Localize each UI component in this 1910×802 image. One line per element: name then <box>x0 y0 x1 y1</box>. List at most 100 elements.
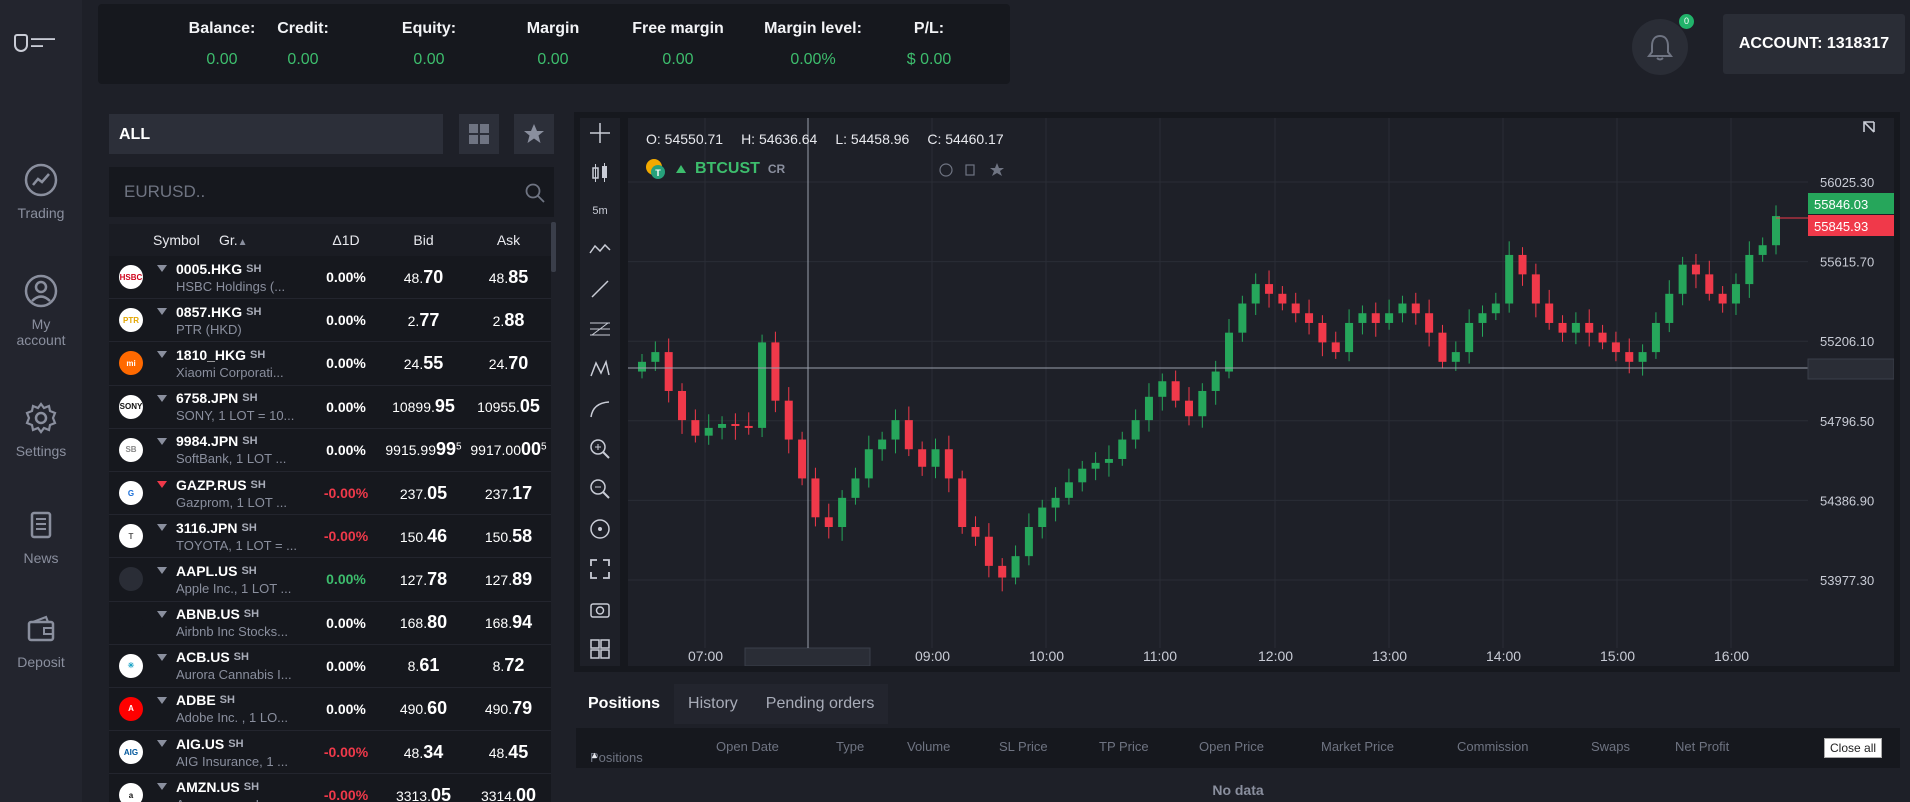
ask-price[interactable]: 3314.00 <box>466 785 551 802</box>
col-net-profit[interactable]: Net Profit <box>1675 739 1730 754</box>
ask-price[interactable]: 237.17 <box>466 483 551 504</box>
bid-price[interactable]: 10899.95 <box>381 396 466 417</box>
watchlist-row[interactable]: G GAZP.RUS SH Gazprom, 1 LOT ... -0.00% 237.0… <box>109 472 551 516</box>
nav-my-account[interactable]: My account <box>0 274 82 348</box>
bid-price[interactable]: 237.05 <box>381 483 466 504</box>
ask-price[interactable]: 490.79 <box>466 698 551 719</box>
curve-tool[interactable] <box>580 394 620 424</box>
notifications-button[interactable] <box>1632 19 1688 75</box>
ask-price[interactable]: 10955.05 <box>466 396 551 417</box>
candle-body <box>1758 245 1767 255</box>
col-swaps[interactable]: Swaps <box>1591 739 1631 754</box>
ask-price[interactable]: 24.70 <box>466 353 551 374</box>
grid-view-button[interactable] <box>459 114 499 154</box>
change-1d: -0.00% <box>323 528 369 545</box>
search-icon[interactable] <box>525 183 545 203</box>
tab-pending-orders[interactable]: Pending orders <box>765 695 875 712</box>
close-all-button[interactable]: Close all <box>1824 738 1883 758</box>
candle-body <box>1318 322 1327 343</box>
col-commission[interactable]: Commission <box>1457 739 1529 754</box>
star-small-icon[interactable] <box>990 163 1004 176</box>
account-button[interactable]: ACCOUNT: 1318317 <box>1723 14 1905 74</box>
bid-price[interactable]: 3313.05 <box>381 785 466 802</box>
col-tp-price[interactable]: TP Price <box>1099 739 1149 754</box>
ask-price[interactable]: 2.88 <box>466 310 551 331</box>
bid-price[interactable]: 48.70 <box>381 267 466 288</box>
col-volume[interactable]: Volume <box>907 739 951 754</box>
col-group[interactable]: Gr.▲ <box>219 232 311 248</box>
crosshair-tool[interactable] <box>580 118 620 148</box>
ask-price[interactable]: 168.94 <box>466 612 551 633</box>
zoom-out-tool[interactable] <box>580 474 620 504</box>
bid-price[interactable]: 24.55 <box>381 353 466 374</box>
indicator-tool[interactable] <box>580 234 620 264</box>
screenshot-tool[interactable] <box>580 594 620 624</box>
magnet-tool[interactable] <box>580 514 620 544</box>
nav-trading[interactable]: Trading <box>0 163 82 221</box>
candle-body <box>1118 439 1127 459</box>
candles-tool[interactable] <box>580 158 620 188</box>
trendline-tool[interactable] <box>580 274 620 304</box>
symbol-title: AAPL.US SH <box>157 563 311 579</box>
watchlist-row[interactable]: SB 9984.JPN SH SoftBank, 1 LOT ... 0.00% 9915… <box>109 429 551 472</box>
ask-price[interactable]: 9917.00005 <box>466 439 551 460</box>
watchlist-row[interactable]: mi 1810_HKG SH Xiaomi Corporati... 0.00% 24.5… <box>109 342 551 386</box>
bid-price[interactable]: 9915.99995 <box>381 439 466 460</box>
col-type[interactable]: Type <box>836 739 865 754</box>
price-chart[interactable]: 56025.30 55615.70 55206.10 54796.50 54386.90… <box>628 118 1895 667</box>
bid-price[interactable]: 490.60 <box>381 698 466 719</box>
watchlist-row[interactable]: T 3116.JPN SH TOYOTA, 1 LOT = ... -0.00% 150.… <box>109 515 551 559</box>
nav-settings[interactable]: Settings <box>0 401 82 459</box>
symbol-title: 9984.JPN SH <box>157 433 311 449</box>
fullscreen-tool[interactable] <box>580 554 620 584</box>
ask-price[interactable]: 8.72 <box>466 655 551 676</box>
symbol-search-input[interactable] <box>109 167 509 217</box>
fib-tool[interactable] <box>580 314 620 344</box>
col-open-date[interactable]: Open Date <box>716 739 779 754</box>
nav-deposit[interactable]: Deposit <box>0 612 82 670</box>
favorites-button[interactable] <box>514 114 554 154</box>
watchlist-row[interactable]: A ADBE SH Adobe Inc. , 1 LO... 0.00% 490.60 49… <box>109 688 551 732</box>
ask-price[interactable]: 150.58 <box>466 526 551 547</box>
layout-tool[interactable] <box>580 634 620 664</box>
col-symbol[interactable]: Symbol <box>153 232 200 248</box>
bid-price[interactable]: 8.61 <box>381 655 466 676</box>
watchlist-row[interactable]: HSBC 0005.HKG SH HSBC Holdings (... 0.00% 48.… <box>109 256 551 300</box>
tab-positions[interactable]: Positions <box>574 684 675 724</box>
zoom-in-tool[interactable] <box>580 434 620 464</box>
candles-small-icon[interactable] <box>965 164 975 176</box>
bid-price[interactable]: 48.34 <box>381 742 466 763</box>
candle-body <box>1238 303 1247 333</box>
info-icon[interactable] <box>939 163 953 177</box>
timeframe-button[interactable]: 5m <box>592 205 608 217</box>
expand-chart-icon[interactable] <box>1863 121 1875 133</box>
watchlist-row[interactable]: AAPL.US SH Apple Inc., 1 LOT ... 0.00% 127.7… <box>109 558 551 602</box>
col-sl-price[interactable]: SL Price <box>999 739 1048 754</box>
candlestick-chart[interactable]: 56025.30 55615.70 55206.10 54796.50 54386.90… <box>628 118 1895 667</box>
col-ask[interactable]: Ask <box>496 232 521 248</box>
ask-price[interactable]: 127.89 <box>466 569 551 590</box>
ask-price[interactable]: 48.45 <box>466 742 551 763</box>
col-bid[interactable]: Bid <box>413 232 434 248</box>
watchlist-scrollbar[interactable] <box>551 222 556 272</box>
bid-price[interactable]: 2.77 <box>381 310 466 331</box>
watchlist-row[interactable]: SONY 6758.JPN SH SONY, 1 LOT = 10... 0.00% 10… <box>109 386 551 429</box>
bid-price[interactable]: 168.80 <box>381 612 466 633</box>
watchlist-row[interactable]: ABNB.US SH Airbnb Inc Stocks... 0.00% 168.80… <box>109 602 551 645</box>
watchlist-row[interactable]: AIG AIG.US SH AIG Insurance, 1 ... -0.00% 48.… <box>109 731 551 775</box>
tab-history[interactable]: History <box>688 695 738 712</box>
bid-price[interactable]: 127.78 <box>381 569 466 590</box>
chart-toolbar: 5m <box>580 118 620 666</box>
watchlist-row[interactable]: PTR 0857.HKG SH PTR (HKD) 0.00% 2.77 2.88 <box>109 299 551 343</box>
ask-price[interactable]: 48.85 <box>466 267 551 288</box>
nav-news[interactable]: News <box>0 508 82 566</box>
watchlist-row[interactable]: ✳ ACB.US SH Aurora Cannabis I... 0.00% 8.61 8.… <box>109 645 551 688</box>
col-market-price[interactable]: Market Price <box>1321 739 1394 754</box>
col-open-price[interactable]: Open Price <box>1199 739 1265 754</box>
symbol-group-filter[interactable]: ALL <box>109 114 443 154</box>
col-change[interactable]: Δ1D <box>332 232 360 248</box>
pattern-tool[interactable] <box>580 354 620 384</box>
bid-price[interactable]: 150.46 <box>381 526 466 547</box>
symbol-code: 1810_HKG <box>176 346 247 363</box>
